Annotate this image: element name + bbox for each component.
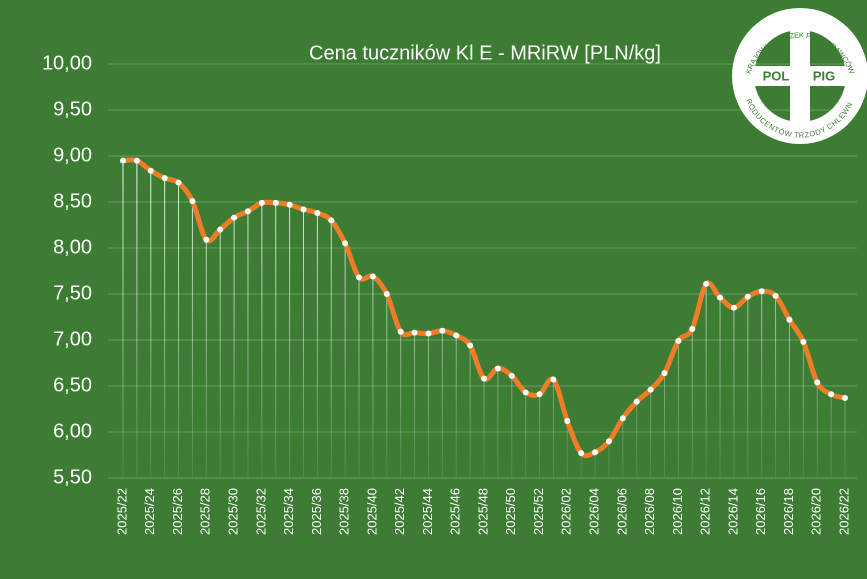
x-tick-label: 2025/24	[142, 488, 157, 535]
x-tick-label: 2026/18	[781, 488, 796, 535]
point	[120, 157, 126, 164]
point	[814, 379, 821, 386]
point	[439, 327, 446, 334]
point	[133, 157, 140, 164]
point	[328, 217, 335, 224]
x-tick-label: 2026/04	[587, 488, 602, 535]
point	[161, 175, 168, 182]
y-tick-label: 7,50	[53, 282, 92, 304]
y-tick-label: 10,00	[42, 52, 92, 74]
point	[675, 337, 682, 344]
y-tick-label: 6,50	[53, 374, 92, 396]
y-tick-label: 9,00	[53, 144, 92, 166]
point	[453, 332, 460, 339]
point	[425, 330, 432, 337]
x-tick-label: 2026/14	[725, 488, 740, 535]
point	[356, 274, 363, 281]
point	[286, 201, 293, 208]
x-tick-label: 2025/28	[198, 488, 213, 535]
point	[494, 365, 501, 372]
point	[550, 376, 557, 383]
point	[383, 291, 390, 297]
chart-title: Cena tuczników Kl E - MRiRW [PLN/kg]	[309, 42, 661, 64]
x-tick-label: 2026/08	[642, 488, 657, 535]
point	[481, 375, 487, 382]
point	[758, 288, 765, 295]
x-tick-label: 2025/48	[475, 488, 490, 535]
x-tick-label: 2026/16	[753, 488, 768, 535]
x-tick-label: 2025/22	[114, 488, 129, 535]
x-tick-label: 2026/22	[836, 488, 851, 535]
x-tick-label: 2025/36	[309, 488, 324, 535]
point	[717, 294, 724, 301]
point	[842, 394, 848, 401]
point	[619, 415, 626, 422]
point	[147, 167, 154, 174]
y-tick-label: 8,00	[53, 236, 92, 258]
x-tick-label: 2026/10	[670, 488, 685, 535]
logo-text: PIG	[813, 68, 835, 83]
x-tick-label: 2025/50	[503, 488, 518, 535]
point	[647, 386, 654, 393]
point	[730, 304, 737, 311]
point	[314, 210, 321, 217]
point	[633, 398, 640, 405]
point	[342, 240, 349, 247]
point	[397, 328, 404, 335]
point	[508, 372, 515, 379]
x-tick-label: 2026/06	[614, 488, 629, 535]
x-tick-label: 2025/38	[337, 488, 352, 535]
x-tick-label: 2025/44	[420, 488, 435, 535]
point	[369, 273, 376, 280]
point	[258, 199, 265, 206]
point	[189, 198, 196, 205]
point	[744, 293, 751, 300]
x-tick-label: 2026/12	[698, 488, 713, 535]
point	[300, 206, 307, 213]
point	[522, 389, 529, 396]
logo-band	[790, 30, 810, 122]
point	[772, 292, 779, 299]
x-tick-label: 2025/26	[170, 488, 185, 535]
point	[592, 449, 599, 456]
point	[661, 370, 668, 377]
y-tick-label: 9,50	[53, 98, 92, 120]
x-tick-label: 2026/02	[559, 488, 574, 535]
x-tick-label: 2026/20	[809, 488, 824, 535]
x-tick-label: 2025/40	[364, 488, 379, 535]
point	[467, 342, 474, 349]
point	[828, 391, 835, 398]
point	[272, 199, 279, 206]
point	[217, 226, 224, 233]
point	[411, 329, 418, 336]
x-tick-label: 2025/52	[531, 488, 546, 535]
point	[689, 325, 696, 332]
point	[564, 417, 571, 424]
x-tick-label: 2025/46	[448, 488, 463, 535]
point	[578, 450, 585, 457]
y-tick-label: 7,00	[53, 328, 92, 350]
point	[175, 179, 182, 186]
y-tick-label: 6,00	[53, 420, 92, 442]
x-tick-label: 2025/30	[226, 488, 241, 535]
x-tick-label: 2025/42	[392, 488, 407, 535]
point	[231, 214, 238, 221]
point	[786, 316, 793, 323]
y-tick-label: 5,50	[53, 466, 92, 488]
point	[536, 391, 543, 398]
point	[605, 438, 612, 445]
point	[703, 280, 710, 287]
point	[800, 338, 807, 345]
point	[203, 236, 210, 243]
point	[244, 208, 251, 215]
logo-text: POL	[763, 68, 790, 83]
x-tick-label: 2025/34	[281, 488, 296, 535]
x-tick-label: 2025/32	[253, 488, 268, 535]
y-tick-label: 8,50	[53, 190, 92, 212]
